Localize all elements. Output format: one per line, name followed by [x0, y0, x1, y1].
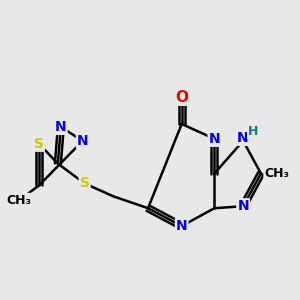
Text: H: H	[248, 125, 258, 138]
Text: O: O	[175, 90, 188, 105]
Text: N: N	[55, 120, 67, 134]
Text: N: N	[176, 219, 188, 233]
Text: S: S	[80, 176, 90, 190]
Text: N: N	[208, 132, 220, 146]
Text: S: S	[34, 137, 44, 151]
Text: CH₃: CH₃	[7, 194, 32, 207]
Text: N: N	[77, 134, 88, 148]
Text: CH₃: CH₃	[264, 167, 289, 180]
Text: N: N	[237, 131, 248, 145]
Text: N: N	[237, 199, 249, 213]
